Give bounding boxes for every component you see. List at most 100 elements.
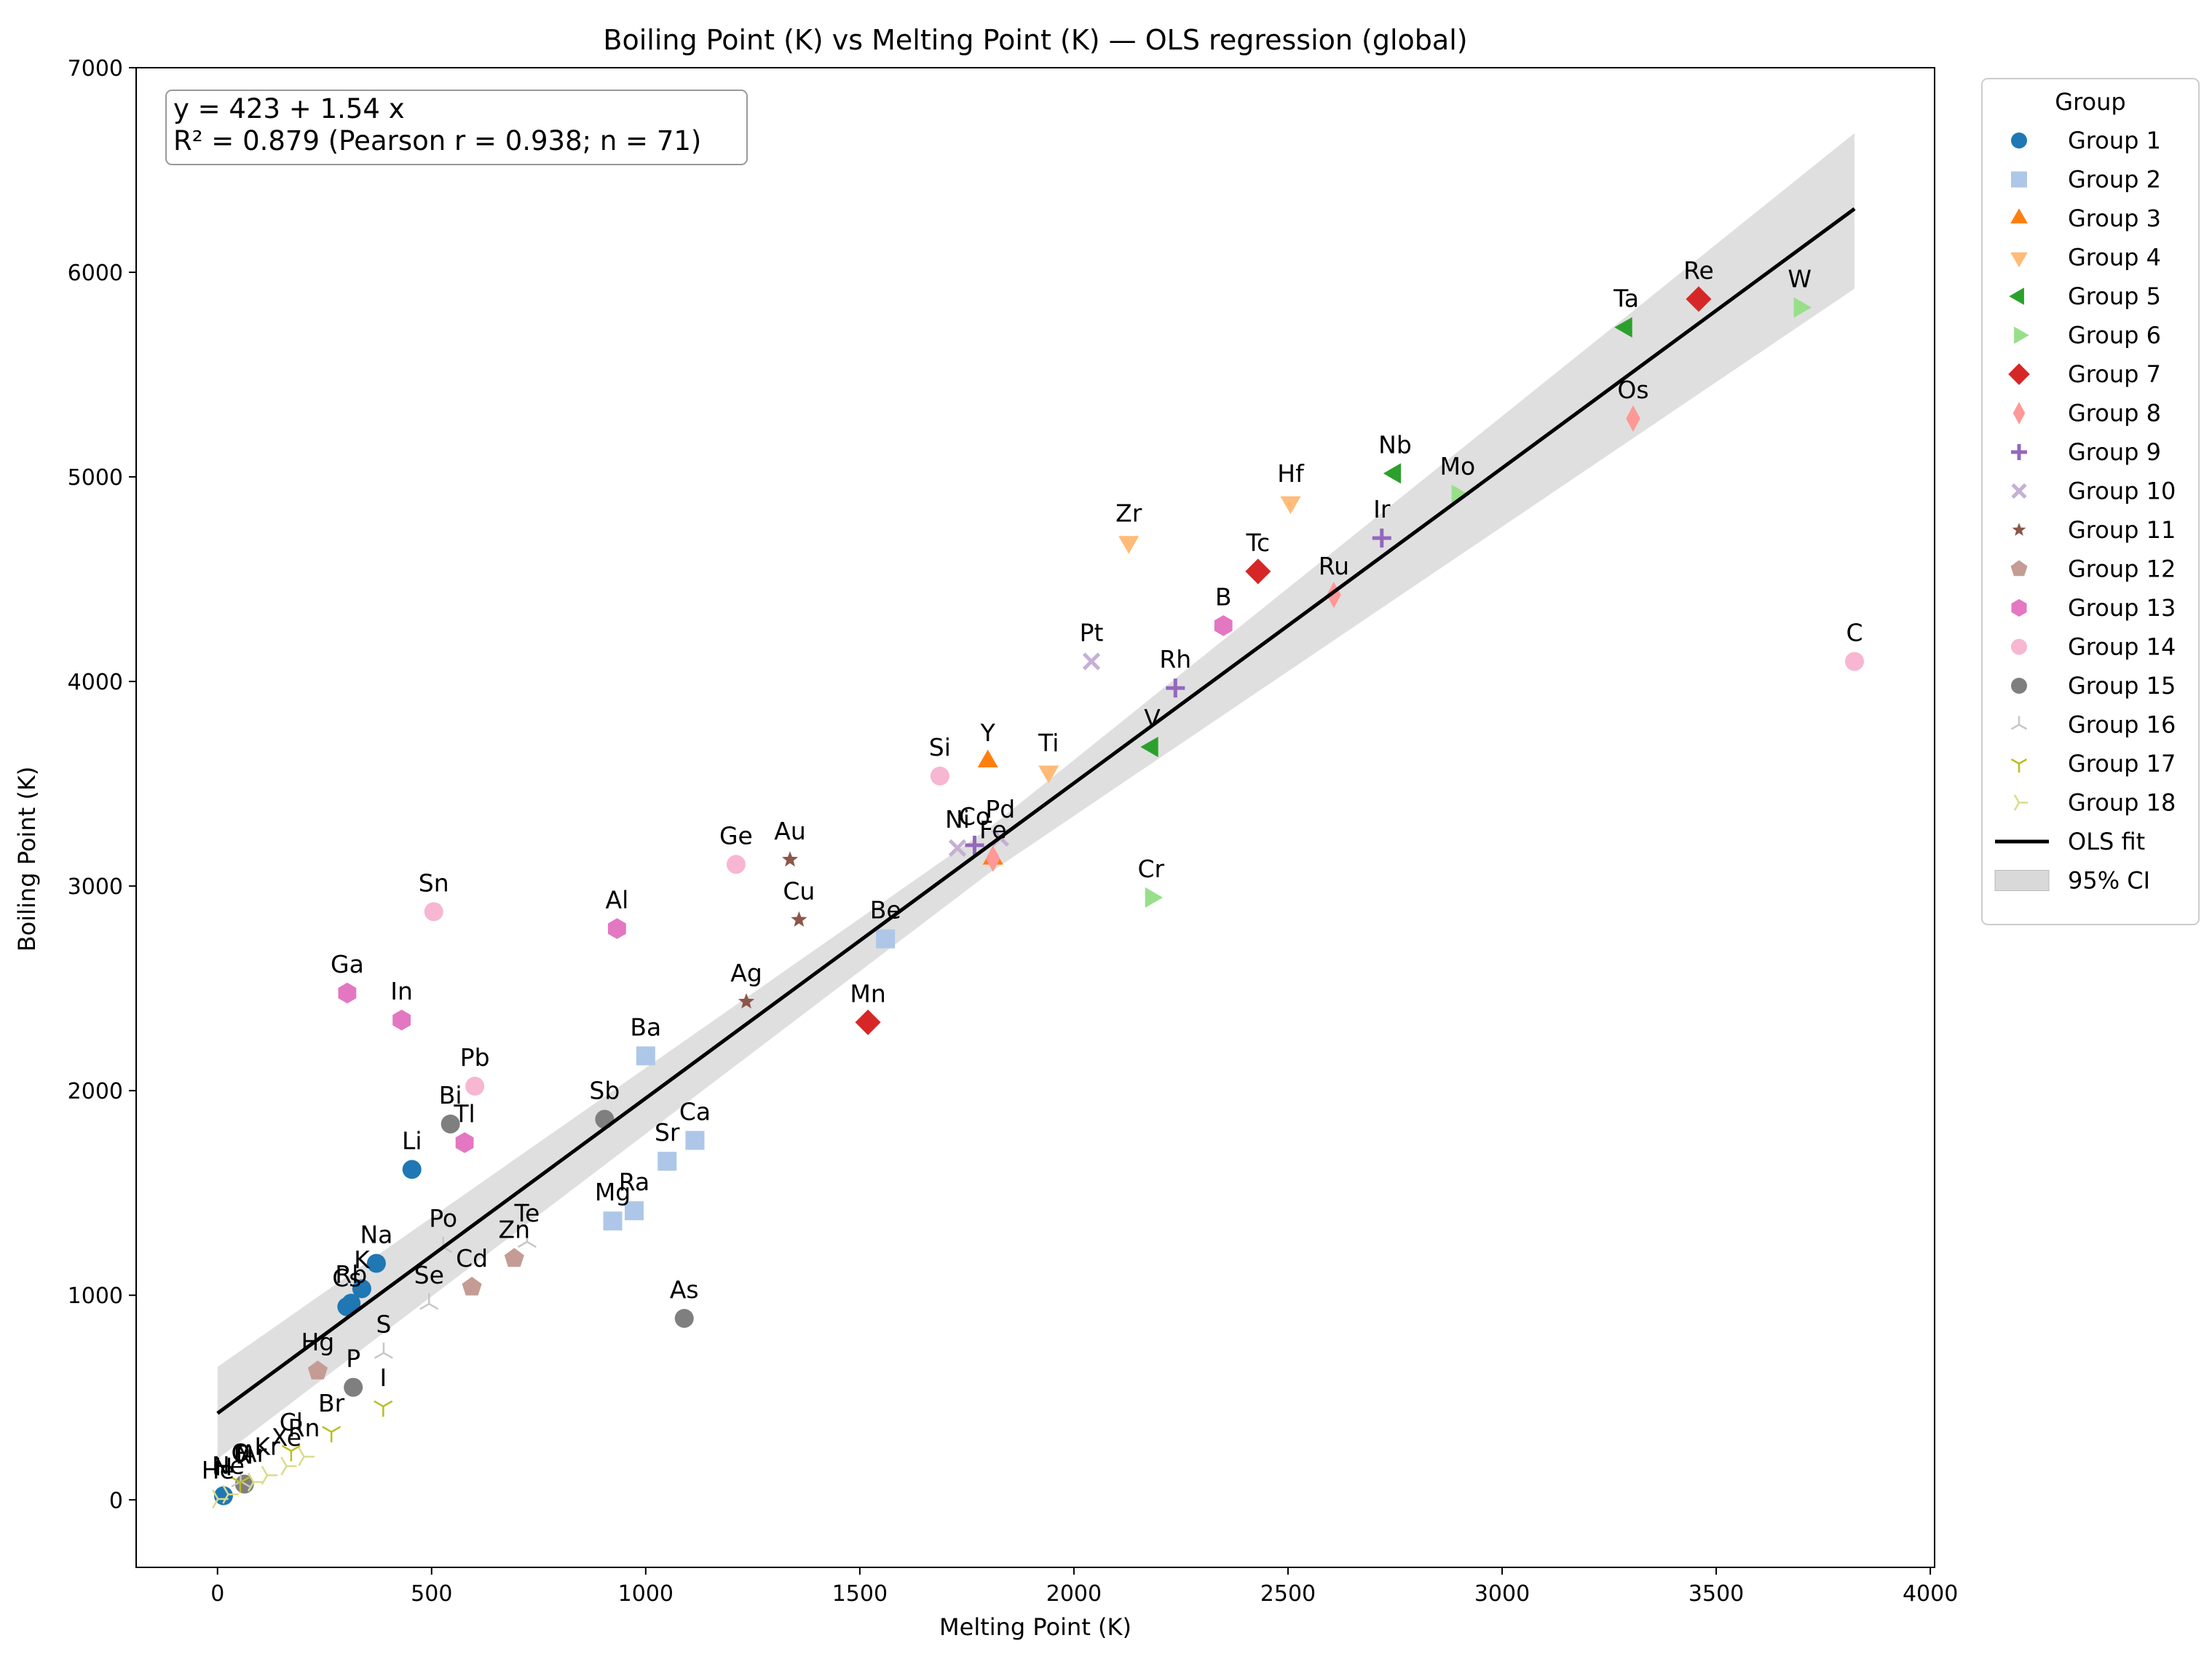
point-label: Po <box>429 1204 457 1232</box>
legend-marker <box>2012 523 2026 536</box>
x-tick-label: 3500 <box>1688 1581 1744 1607</box>
point-label: Ti <box>1038 729 1059 757</box>
data-point <box>726 855 746 874</box>
data-point <box>1372 529 1391 548</box>
legend-marker <box>2011 171 2027 188</box>
y-tick-label: 6000 <box>68 261 123 286</box>
legend-marker <box>2011 638 2027 655</box>
point-label: Cs <box>332 1264 361 1292</box>
data-point <box>965 835 984 855</box>
data-point <box>624 1201 644 1221</box>
point-label: Se <box>414 1261 444 1289</box>
point-label: Sr <box>655 1118 680 1147</box>
equation-text: y = 423 + 1.54 x <box>173 93 405 124</box>
legend-label: Group 11 <box>2068 516 2176 544</box>
point-label: Ra <box>619 1168 649 1196</box>
point-label: Pb <box>460 1043 490 1072</box>
point-label: O <box>232 1439 250 1467</box>
data-point <box>402 1160 422 1179</box>
data-point <box>307 1360 328 1380</box>
point-label: V <box>1144 704 1161 732</box>
data-point <box>222 1484 239 1504</box>
data-point <box>1166 678 1185 698</box>
point-label: Ca <box>679 1097 711 1125</box>
data-point <box>441 1114 460 1133</box>
legend-label: Group 12 <box>2068 555 2176 583</box>
data-point <box>261 1465 278 1485</box>
data-point <box>948 839 967 858</box>
point-label: Ta <box>1613 285 1639 313</box>
data-point <box>1118 536 1139 554</box>
equation-box <box>165 90 748 165</box>
point-label: Rb <box>335 1260 367 1289</box>
data-point <box>344 1377 363 1397</box>
point-label: Mo <box>1440 452 1476 480</box>
legend-label: Group 1 <box>2068 127 2161 154</box>
x-tick-label: 3000 <box>1474 1581 1530 1607</box>
legend-marker <box>2010 560 2028 577</box>
point-label: Kr <box>254 1433 280 1461</box>
data-point <box>1686 286 1712 312</box>
legend-label: Group 3 <box>2068 205 2161 232</box>
point-label: Cr <box>1137 855 1164 883</box>
point-label: Li <box>402 1126 422 1155</box>
data-point <box>517 1231 537 1249</box>
y-tick-label: 5000 <box>68 465 123 491</box>
data-point <box>603 1211 623 1231</box>
confidence-band <box>217 132 1855 1460</box>
data-point <box>212 1489 229 1509</box>
legend-label: Group 17 <box>2068 750 2176 777</box>
point-label: Sb <box>589 1077 620 1105</box>
legend-marker <box>2011 483 2027 499</box>
legend-label: Group 18 <box>2068 789 2176 817</box>
legend-label: Group 10 <box>2068 478 2176 505</box>
data-point <box>855 1009 881 1035</box>
data-point <box>392 1009 411 1031</box>
plot-frame <box>135 67 1935 1568</box>
point-label: Pt <box>1080 619 1104 647</box>
data-point <box>298 1447 315 1466</box>
x-tick-label: 1000 <box>618 1581 674 1607</box>
legend-label: Group 4 <box>2068 244 2161 272</box>
point-label: Na <box>360 1220 392 1249</box>
point-label: Br <box>318 1389 345 1417</box>
data-point <box>1280 496 1301 515</box>
data-point <box>213 1486 233 1505</box>
point-label: Tl <box>453 1100 475 1128</box>
legend-marker <box>2010 716 2028 730</box>
data-point <box>977 749 998 768</box>
legend: Group Group 1 Group 2 Group 3 Group 4 Group 5… <box>1981 78 2200 925</box>
point-label: Cu <box>783 877 815 906</box>
data-point <box>337 1297 357 1316</box>
data-point <box>504 1248 524 1267</box>
point-label: Xe <box>272 1423 301 1452</box>
legend-label: Group 14 <box>2068 633 2176 661</box>
point-label: K <box>354 1246 371 1274</box>
data-point <box>781 851 799 867</box>
x-tick-label: 1500 <box>832 1581 888 1607</box>
data-point <box>338 982 357 1004</box>
legend-marker <box>2010 252 2028 268</box>
x-axis-title: Melting Point (K) <box>939 1613 1131 1641</box>
point-label: Al <box>606 886 629 914</box>
legend-label: 95% CI <box>2068 867 2150 895</box>
data-point <box>674 1308 694 1328</box>
point-label: Zr <box>1115 499 1142 527</box>
data-point <box>930 766 949 786</box>
legend-label: OLS fit <box>2068 828 2145 855</box>
point-label: P <box>346 1345 360 1373</box>
point-label: S <box>376 1310 391 1338</box>
point-label: Si <box>929 733 951 761</box>
legend-label: Group 9 <box>2068 438 2161 466</box>
point-label: Fe <box>979 815 1006 844</box>
chart-title: Boiling Point (K) vs Melting Point (K) —… <box>603 24 1467 56</box>
data-point <box>424 902 443 922</box>
point-label: Zn <box>499 1216 531 1244</box>
y-axis-title: Boiling Point (K) <box>13 767 41 952</box>
y-tick-label: 3000 <box>68 874 123 900</box>
y-tick-label: 7000 <box>68 56 123 82</box>
point-label: Nb <box>1378 430 1412 459</box>
y-tick-label: 4000 <box>68 670 123 695</box>
point-label: I <box>379 1364 387 1392</box>
data-point <box>374 1342 393 1359</box>
